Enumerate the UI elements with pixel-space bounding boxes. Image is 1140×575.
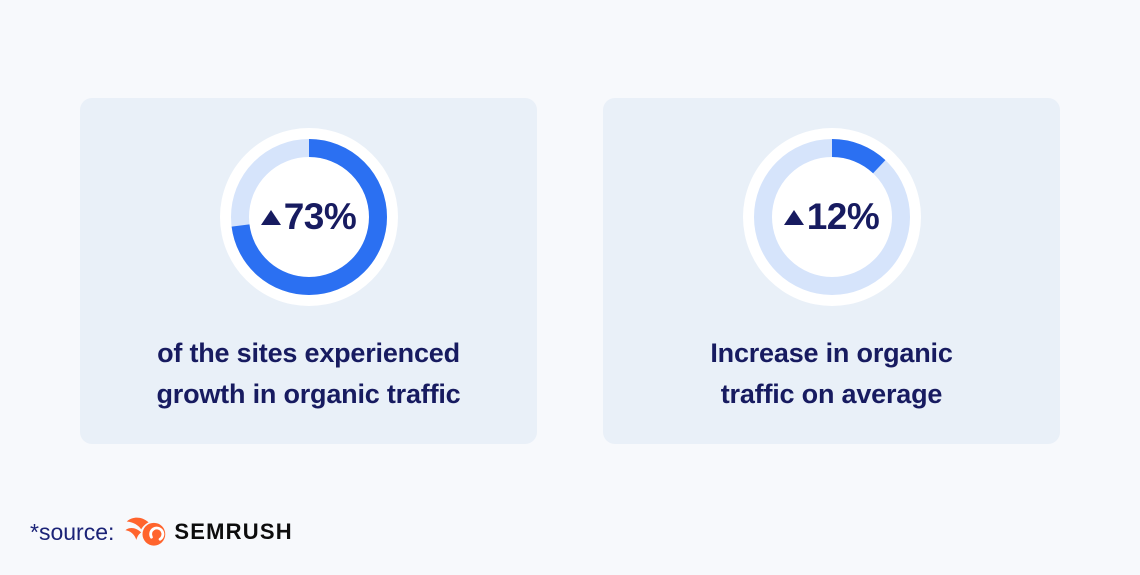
stat-card-sites-growth: 73% of the sites experienced growth in o… (80, 98, 537, 444)
up-triangle-icon (260, 209, 281, 225)
stat-caption: of the sites experienced growth in organ… (156, 338, 461, 409)
donut-chart-traffic-increase: 12% (742, 128, 921, 306)
stat-value: 12% (806, 196, 880, 237)
donut-center-label: 12% (743, 128, 921, 306)
semrush-comet-icon (125, 517, 166, 546)
donut-chart-sites-growth: 73% (219, 128, 398, 306)
stat-card-traffic-increase: 12% Increase in organic traffic on avera… (603, 98, 1060, 444)
stat-value: 73% (283, 196, 357, 237)
semrush-logo (125, 513, 167, 551)
donut-svg (219, 128, 398, 306)
source-row: *source: SEMRUSH (30, 511, 293, 553)
source-label: *source: (30, 518, 115, 545)
up-triangle-icon (783, 209, 804, 225)
donut-svg (742, 128, 921, 306)
stat-caption: Increase in organic traffic on average (710, 338, 953, 409)
semrush-wordmark: SEMRUSH (174, 519, 293, 544)
donut-center-label: 73% (220, 128, 398, 306)
